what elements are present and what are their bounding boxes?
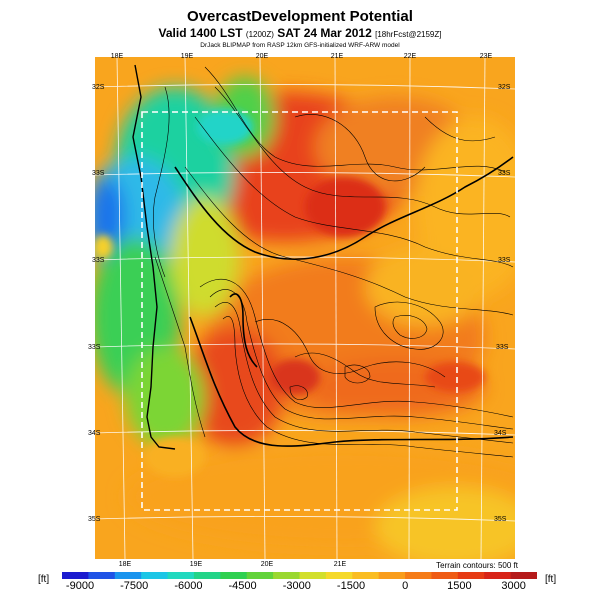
model-credit: DrJack BLIPMAP from RASP 12km GFS-initia… <box>200 42 400 49</box>
colorbar-swatch <box>484 572 512 579</box>
colorbar-swatch <box>457 572 485 579</box>
coastline <box>132 64 176 450</box>
valid-time: Valid 1400 LST <box>158 26 243 40</box>
colorbar-swatch <box>141 572 169 579</box>
colorbar-tick-label: -7500 <box>120 580 149 592</box>
colorbar-tick-label: 1500 <box>447 580 472 592</box>
colorbar-swatch <box>431 572 459 579</box>
colorbar-unit-right: [ft] <box>545 574 557 585</box>
colorbar-tick-label: -6000 <box>174 580 203 592</box>
lon-label-bottom: 21E <box>333 561 347 568</box>
colorbar-swatch <box>193 572 221 579</box>
lon-label-top: 23E <box>479 53 493 60</box>
colorbar-swatch <box>273 572 300 579</box>
terrain-contours <box>153 66 514 458</box>
colorbar-tick-label: -9000 <box>65 580 95 592</box>
lat-label-right: 33S <box>498 170 511 177</box>
colorbar-swatch <box>378 572 406 579</box>
lat-label-right: 32S <box>498 84 511 91</box>
lon-label-bottom: 19E <box>189 561 203 568</box>
colorbar-tick-label: -1500 <box>336 580 366 592</box>
lat-label-left: 32S <box>92 84 105 91</box>
heavy-contours <box>174 156 514 447</box>
lat-label-right: 33S <box>496 344 509 351</box>
lon-label-top: 18E <box>110 53 124 60</box>
colorbar-tick-label: -3000 <box>282 580 311 592</box>
valid-date: SAT 24 Mar 2012 <box>277 26 372 40</box>
colorbar-tick-label: 3000 <box>501 580 526 592</box>
forecast-info: [18hrFcst@2159Z] <box>375 30 442 39</box>
lon-label-top: 22E <box>403 53 417 60</box>
lat-label-left: 35S <box>88 516 101 523</box>
colorbar-swatch <box>405 572 432 579</box>
lon-label-top: 21E <box>330 53 344 60</box>
colorbar-swatch <box>325 572 353 579</box>
colorbar-tick-label: 0 <box>402 580 409 592</box>
lat-label-left: 34S <box>88 430 101 437</box>
lon-label-bottom: 18E <box>118 561 132 568</box>
colorbar-swatch <box>88 572 116 579</box>
lon-label-bottom: 20E <box>260 561 274 568</box>
colorbar-swatch <box>246 572 274 579</box>
colorbar-tick-label: -4500 <box>228 580 257 592</box>
lon-label-top: 20E <box>255 53 269 60</box>
forecast-map <box>95 57 515 559</box>
lat-label-right: 33S <box>498 257 511 264</box>
colorbar-swatch <box>62 572 89 579</box>
utc-time: (1200Z) <box>245 30 274 39</box>
lat-label-left: 33S <box>92 170 105 177</box>
colorbar-unit-left: [ft] <box>38 574 50 585</box>
colorbar-swatch <box>167 572 195 579</box>
colorbar-swatch <box>220 572 248 579</box>
chart-subtitle: Valid 1400 LST (1200Z) SAT 24 Mar 2012 [… <box>0 26 600 40</box>
lat-label-left: 33S <box>92 257 105 264</box>
colorbar-swatch <box>299 572 327 579</box>
color-field <box>95 57 515 559</box>
colorbar-swatch <box>352 572 380 579</box>
colorbar <box>62 572 537 579</box>
lat-label-left: 33S <box>88 344 101 351</box>
inner-domain-box <box>141 111 458 511</box>
terrain-note: Terrain contours: 500 ft <box>436 561 518 570</box>
lat-label-right: 34S <box>494 430 507 437</box>
colorbar-swatch <box>510 572 537 579</box>
colorbar-swatch <box>114 572 142 579</box>
chart-title: OvercastDevelopment Potential <box>187 8 413 25</box>
lon-label-top: 19E <box>180 53 194 60</box>
lat-label-right: 35S <box>494 516 507 523</box>
